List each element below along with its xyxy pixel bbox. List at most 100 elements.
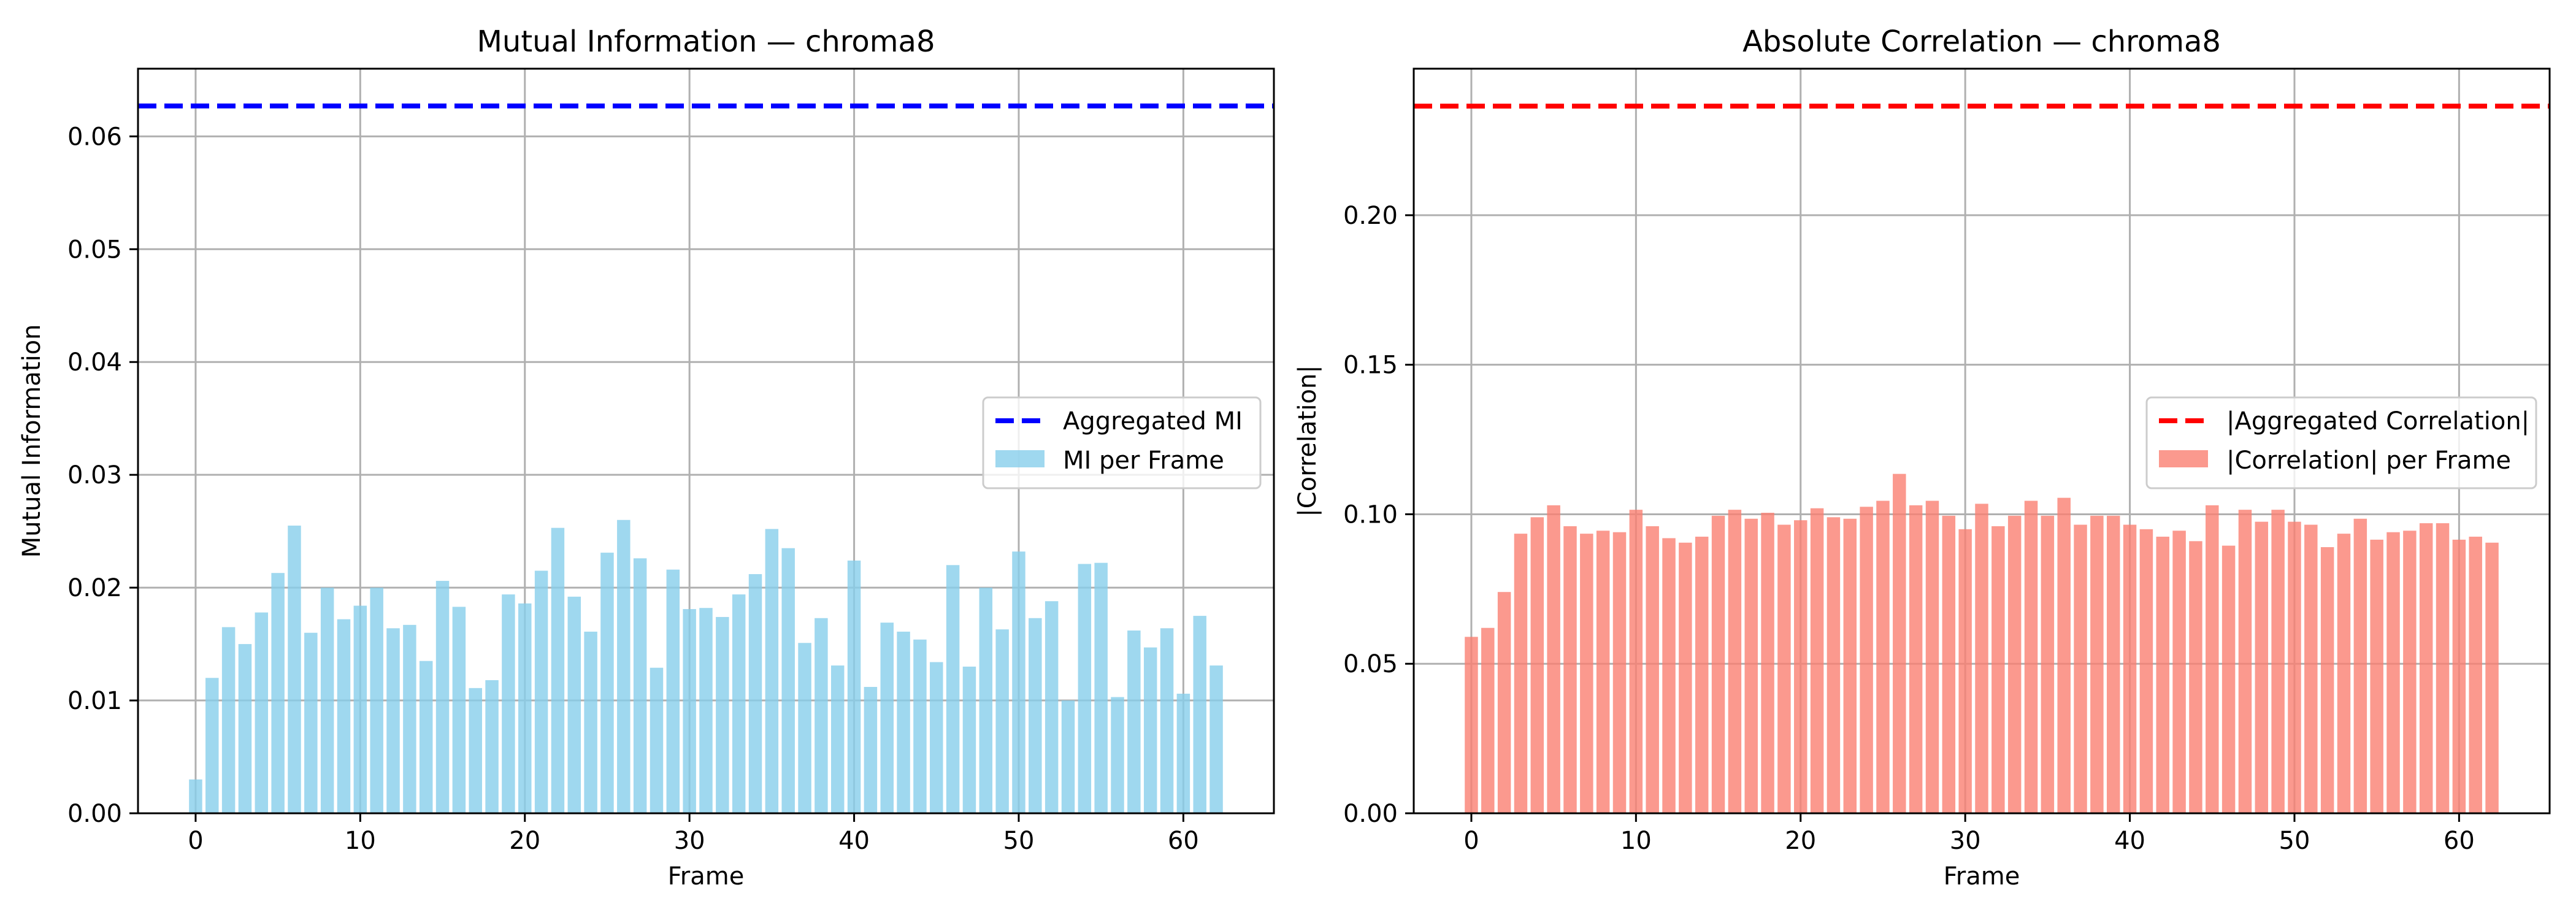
x-tick-label: 30 [674, 827, 705, 855]
aggregated-mi-legend-label: Aggregated MI [1063, 407, 1243, 435]
bar [2156, 537, 2169, 813]
bar [205, 678, 219, 813]
bar [1646, 526, 1659, 813]
bar [2469, 537, 2482, 813]
bar [2172, 531, 2186, 813]
bar [815, 618, 828, 813]
bar [1728, 510, 1742, 813]
correlation-legend-box [2145, 396, 2537, 489]
bar [2436, 523, 2450, 813]
bar [1925, 500, 1939, 813]
bar [946, 565, 960, 813]
bar [1176, 694, 1190, 813]
bar [1547, 505, 1560, 813]
bar [1975, 504, 1988, 813]
correlation-axes-frame [1413, 67, 2551, 815]
bar [271, 573, 285, 813]
bar [1012, 551, 1025, 813]
bar [1078, 564, 1092, 813]
bar [1111, 697, 1124, 813]
bar [469, 688, 482, 813]
bar [979, 588, 993, 813]
bar [748, 574, 762, 813]
mi-x-axis-label: Frame [668, 862, 745, 891]
y-tick-label: 0.02 [67, 574, 122, 602]
bar [452, 607, 466, 813]
bar [716, 616, 729, 813]
bar [1596, 531, 1610, 813]
bar [584, 631, 597, 813]
correlation-x-ticks: 0 10 20 30 40 50 60 [1463, 813, 2475, 855]
bar [732, 594, 746, 813]
bar [798, 643, 811, 813]
bar [1843, 518, 1857, 813]
mi-axes-frame [137, 67, 1275, 815]
bar [534, 570, 548, 813]
mi-y-axis-label: Mutual Information [18, 324, 46, 558]
bar [633, 558, 647, 813]
bar [995, 629, 1009, 813]
bar [2090, 515, 2104, 813]
bar [2106, 515, 2120, 813]
y-tick-label: 0.00 [1343, 800, 1398, 828]
x-tick-label: 20 [1785, 827, 1816, 855]
mi-legend-box [982, 396, 1262, 489]
bar [1794, 520, 1807, 813]
bar [1061, 700, 1075, 813]
bar [2007, 515, 2022, 813]
bar [1744, 518, 1758, 813]
bar [221, 627, 236, 813]
bar [765, 529, 779, 813]
y-tick-label: 0.20 [1343, 202, 1398, 230]
y-tick-label: 0.15 [1343, 351, 1398, 380]
bar [1711, 515, 1725, 813]
bar [403, 624, 416, 813]
bar [1160, 628, 1174, 813]
bar [2353, 518, 2367, 813]
x-tick-label: 40 [2114, 827, 2145, 855]
correlation-y-ticks: 0.00 0.05 0.10 0.15 0.20 [1343, 202, 1414, 828]
bar [864, 686, 878, 813]
bar [1876, 500, 1890, 813]
correlation-y-axis-label: |Correlation| [1294, 365, 1322, 517]
bar [1465, 637, 1478, 813]
bar [1909, 505, 1923, 813]
bar [2403, 531, 2417, 813]
bar [2370, 539, 2383, 813]
mi-x-ticks: 0 10 20 30 40 50 60 [188, 813, 1199, 855]
bar [2452, 539, 2466, 813]
bar [683, 609, 696, 813]
bar [1827, 517, 1841, 813]
bar [962, 666, 976, 813]
bar [1662, 538, 1676, 813]
x-tick-label: 60 [1168, 827, 1199, 855]
mi-bars [189, 519, 1223, 813]
bar [1761, 513, 1774, 813]
mi-chart-panel: 0 10 20 30 40 50 60 0.000.010.020.030.040.050.… [18, 25, 1275, 891]
mi-chart-title: Mutual Information — chroma8 [477, 25, 935, 59]
bar [1580, 534, 1593, 813]
mi-per-frame-legend-swatch [995, 450, 1045, 467]
bar [370, 588, 383, 813]
bar [485, 680, 499, 813]
y-tick-label: 0.00 [67, 800, 122, 828]
bar [666, 569, 680, 813]
bar [2271, 510, 2285, 813]
correlation-chart-title: Absolute Correlation — chroma8 [1742, 25, 2221, 59]
bar [1193, 616, 1206, 813]
bar [913, 639, 927, 813]
bar [1629, 510, 1643, 813]
bar [551, 527, 565, 813]
correlation-x-axis-label: Frame [1944, 862, 2020, 891]
bar [2189, 541, 2202, 813]
bar [1563, 526, 1577, 813]
bar [2485, 542, 2499, 813]
bar [1679, 542, 1692, 813]
correlation-legend: |Aggregated Correlation| |Correlation| p… [2145, 396, 2537, 489]
bar [1209, 665, 1223, 813]
bar [518, 603, 532, 813]
bar [1695, 537, 1709, 813]
bar [255, 612, 269, 813]
bar [2139, 529, 2153, 813]
x-tick-label: 40 [838, 827, 870, 855]
